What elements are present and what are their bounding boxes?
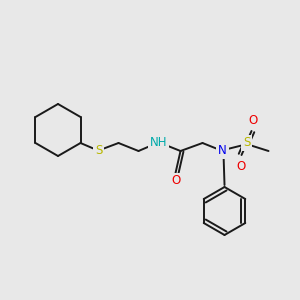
Text: S: S xyxy=(95,145,102,158)
Text: NH: NH xyxy=(150,136,167,149)
Text: O: O xyxy=(248,113,257,127)
Text: O: O xyxy=(171,175,180,188)
Text: S: S xyxy=(243,136,250,149)
Text: O: O xyxy=(236,160,245,172)
Text: N: N xyxy=(218,145,227,158)
